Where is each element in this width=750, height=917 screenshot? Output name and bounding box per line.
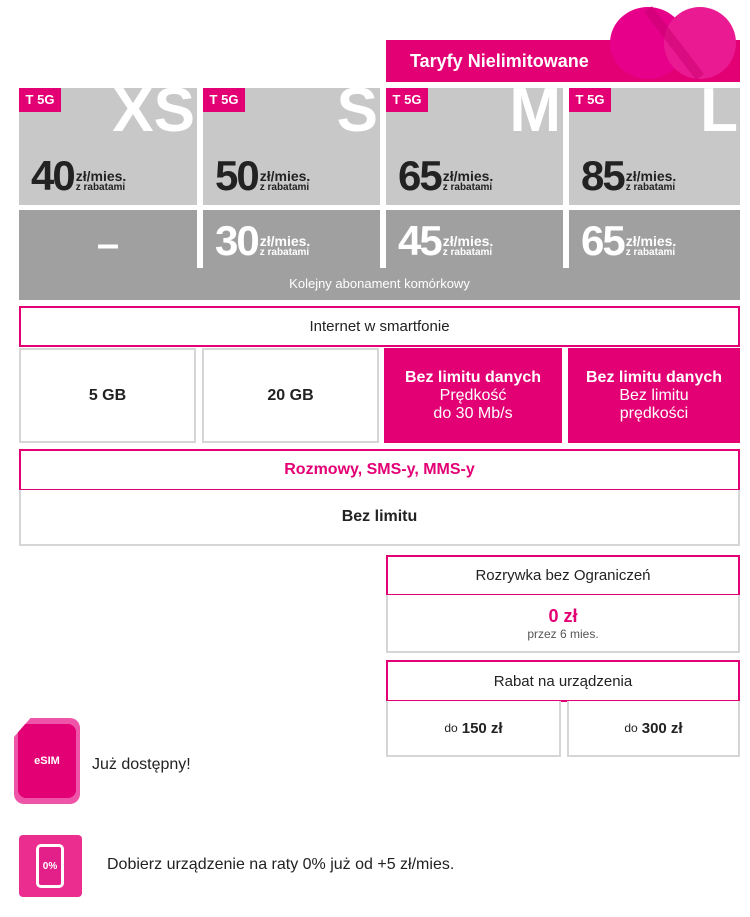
price-unit-sub: z rabatami xyxy=(442,247,493,258)
next-price: 65 zł/mies. z rabatami xyxy=(581,220,676,262)
internet-s: 20 GB xyxy=(202,348,379,443)
internet-xs: 5 GB xyxy=(19,348,196,443)
plan-xs-next-price: – xyxy=(19,210,197,268)
plan-m-next-price: 45 zł/mies. z rabatami xyxy=(386,210,563,268)
next-price: 45 zł/mies. z rabatami xyxy=(398,220,493,262)
plan-size: L xyxy=(700,88,738,145)
calls-header: Rozmowy, SMS-y, MMS-y xyxy=(19,449,740,491)
price-unit: zł/mies. xyxy=(259,168,311,184)
price-unit: zł/mies. xyxy=(442,233,494,249)
next-subscription-label: Kolejny abonament komórkowy xyxy=(19,268,740,300)
esim-text: Już dostępny! xyxy=(92,756,191,773)
entertainment-header: Rozrywka bez Ograniczeń xyxy=(386,555,740,596)
plan-l-next-price: 65 zł/mies. z rabatami xyxy=(569,210,740,268)
internet-m-title: Bez limitu danych xyxy=(404,368,542,386)
price-unit: zł/mies. xyxy=(625,168,677,184)
next-price-value: 30 xyxy=(215,217,260,264)
plan-xs-card[interactable]: T 5G XS 40 zł/mies. z rabatami xyxy=(19,88,197,205)
phone-installment-icon: 0% xyxy=(19,835,82,897)
price-unit-sub: z rabatami xyxy=(625,182,676,193)
discount-m-prefix: do xyxy=(444,721,458,735)
price-value: 65 xyxy=(398,152,443,199)
price-value: 85 xyxy=(581,152,626,199)
phone-icon-label: 0% xyxy=(36,844,64,888)
plan-l-card[interactable]: T 5G L 85 zł/mies. z rabatami xyxy=(569,88,740,205)
plan-price: 50 zł/mies. z rabatami xyxy=(215,155,310,197)
t-5g-badge: T 5G xyxy=(386,88,428,112)
esim-icon: eSIM xyxy=(14,718,80,804)
discount-l-prefix: do xyxy=(624,721,638,735)
plan-s-card[interactable]: T 5G S 50 zł/mies. z rabatami xyxy=(203,88,380,205)
internet-l-title: Bez limitu danych xyxy=(585,368,723,386)
next-price: 30 zł/mies. z rabatami xyxy=(215,220,310,262)
price-unit-sub: z rabatami xyxy=(442,182,493,193)
t-5g-badge: T 5G xyxy=(203,88,245,112)
entertainment-price: 0 zł xyxy=(548,605,578,626)
plan-price: 65 zł/mies. z rabatami xyxy=(398,155,493,197)
discount-m-value: 150 zł xyxy=(461,719,503,737)
price-unit: zł/mies. xyxy=(259,233,311,249)
calls-value: Bez limitu xyxy=(19,490,740,546)
plan-s-next-price: 30 zł/mies. z rabatami xyxy=(203,210,380,268)
plan-price: 85 zł/mies. z rabatami xyxy=(581,155,676,197)
internet-l-line1: Bez limitu xyxy=(619,386,689,404)
internet-m-line2: do 30 Mb/s xyxy=(433,404,513,422)
plan-size: XS xyxy=(112,88,195,145)
t-5g-badge: T 5G xyxy=(19,88,61,112)
esim-icon-label: eSIM xyxy=(18,724,76,798)
internet-m-line1: Prędkość xyxy=(439,386,507,404)
infinity-logo-icon xyxy=(610,5,736,81)
price-value: 40 xyxy=(31,152,76,199)
plan-m-card[interactable]: T 5G M 65 zł/mies. z rabatami xyxy=(386,88,563,205)
entertainment-note: przez 6 mies. xyxy=(527,626,599,641)
discount-m: do 150 zł xyxy=(386,701,561,757)
internet-header: Internet w smartfonie xyxy=(19,306,740,347)
price-unit-sub: z rabatami xyxy=(259,182,310,193)
price-unit: zł/mies. xyxy=(442,168,494,184)
price-unit-sub: z rabatami xyxy=(625,247,676,258)
entertainment-cell: 0 zł przez 6 mies. xyxy=(386,595,740,653)
discount-l-value: 300 zł xyxy=(641,719,683,737)
plan-size: M xyxy=(509,88,561,145)
plan-size: S xyxy=(336,88,378,145)
price-unit-sub: z rabatami xyxy=(259,247,310,258)
discount-header: Rabat na urządzenia xyxy=(386,660,740,702)
t-5g-badge: T 5G xyxy=(569,88,611,112)
price-unit: zł/mies. xyxy=(625,233,677,249)
next-price-value: 65 xyxy=(581,217,626,264)
price-value: 50 xyxy=(215,152,260,199)
price-unit-sub: z rabatami xyxy=(75,182,126,193)
installment-text: Dobierz urządzenie na raty 0% już od +5 … xyxy=(107,856,455,873)
price-unit: zł/mies. xyxy=(75,168,127,184)
no-next-price: – xyxy=(96,222,120,266)
internet-m: Bez limitu danych Prędkość do 30 Mb/s xyxy=(384,348,562,443)
internet-l-line2: prędkości xyxy=(619,404,689,422)
next-price-value: 45 xyxy=(398,217,443,264)
discount-l: do 300 zł xyxy=(567,701,740,757)
plan-price: 40 zł/mies. z rabatami xyxy=(31,155,126,197)
internet-l: Bez limitu danych Bez limitu prędkości xyxy=(568,348,740,443)
